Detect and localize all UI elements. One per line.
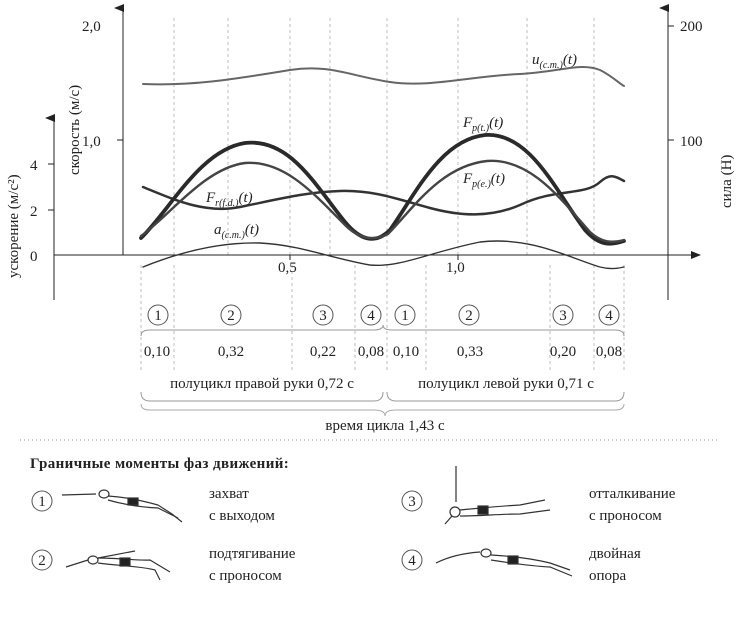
- legend-title: Граничные моменты фаз движений:: [30, 456, 289, 472]
- cycle-brace: [140, 403, 625, 417]
- phase-num-8: 4: [605, 308, 613, 324]
- curves: [139, 65, 626, 270]
- svg-text:2: 2: [38, 553, 46, 569]
- legend-item-3: 3 отталкивание с проносом: [401, 466, 676, 525]
- phase-num-7: 3: [559, 308, 567, 324]
- legend-item-1: 1 захват с выходом: [31, 486, 275, 524]
- legend-item-2: 2 подтягивание с проносом: [31, 546, 296, 584]
- phase-num-2: 2: [227, 308, 235, 324]
- svg-text:с проносом: с проносом: [209, 568, 282, 584]
- phase-duration-3: 0,22: [310, 344, 336, 360]
- velocity-axis-title: скорость (м/с): [67, 85, 83, 175]
- acm-label: a(c.m.)(t): [214, 222, 259, 241]
- svg-text:подтягивание: подтягивание: [209, 546, 296, 562]
- phase-numbers: [147, 304, 620, 326]
- right-halfcycle-label: полуцикл правой руки 0,72 с: [170, 376, 354, 392]
- swimmer-figure-1: [61, 489, 183, 523]
- svg-text:с проносом: с проносом: [589, 508, 662, 524]
- velocity-tick-1: 1,0: [82, 134, 101, 150]
- svg-text:отталкивание: отталкивание: [589, 486, 676, 502]
- cycle-time-label: время цикла 1,43 с: [325, 418, 445, 434]
- frfd-curve: [141, 175, 626, 216]
- svg-text:4: 4: [408, 553, 416, 569]
- accel-tick-2: 2: [30, 204, 38, 220]
- duration-brace: [140, 324, 625, 337]
- halfcycle-brace-left: [386, 391, 625, 402]
- svg-text:захват: захват: [209, 486, 249, 502]
- acm-curve: [142, 240, 625, 270]
- legend-item-4: 4 двойная опора: [401, 546, 641, 584]
- phase-duration-5: 0,10: [393, 344, 419, 360]
- svg-text:двойная: двойная: [589, 546, 641, 562]
- velocity-tick-2: 2,0: [82, 19, 101, 35]
- accel-tick-0: 0: [30, 249, 38, 265]
- halfcycle-brace-right: [140, 391, 384, 402]
- swimmer-figure-4: [435, 548, 573, 577]
- swimmer-figure-2: [65, 550, 171, 581]
- u-cm-label: u(c.m.)(t): [532, 52, 577, 71]
- frfd-label: Fr(f.d.)(t): [205, 190, 253, 209]
- axes: [45, 4, 701, 300]
- phase-num-3: 3: [319, 308, 327, 324]
- svg-text:с выходом: с выходом: [209, 508, 275, 524]
- phase-num-1: 1: [154, 308, 162, 324]
- phase-duration-1: 0,10: [144, 344, 170, 360]
- time-tick-0-5: 0,5: [278, 260, 297, 276]
- fpt-label: Fp(t.)(t): [462, 115, 503, 134]
- phase-duration-2: 0,32: [218, 344, 244, 360]
- fpe-label: Fp(e.)(t): [462, 171, 505, 190]
- svg-text:1: 1: [38, 494, 46, 510]
- svg-text:опора: опора: [589, 568, 627, 584]
- left-halfcycle-label: полуцикл левой руки 0,71 с: [418, 376, 594, 392]
- fpe-curve: [139, 159, 626, 243]
- phase-num-5: 1: [401, 308, 409, 324]
- acceleration-axis-title: ускорение (м/с²): [6, 174, 22, 278]
- phase-duration-4: 0,08: [358, 344, 384, 360]
- svg-text:3: 3: [408, 494, 416, 510]
- phase-num-6: 2: [465, 308, 473, 324]
- phase-num-4: 4: [367, 308, 375, 324]
- phase-duration-6: 0,33: [457, 344, 483, 360]
- time-tick-1-0: 1,0: [446, 260, 465, 276]
- u-cm-curve: [142, 65, 625, 87]
- phase-duration-8: 0,08: [596, 344, 622, 360]
- force-axis-title: сила (Н): [719, 155, 735, 208]
- phase-duration-7: 0,20: [550, 344, 576, 360]
- force-tick-200: 200: [680, 19, 703, 35]
- accel-tick-4: 4: [30, 158, 38, 174]
- swimmer-figure-3: [444, 466, 551, 525]
- grid-lines: [173, 18, 595, 255]
- force-tick-100: 100: [680, 134, 703, 150]
